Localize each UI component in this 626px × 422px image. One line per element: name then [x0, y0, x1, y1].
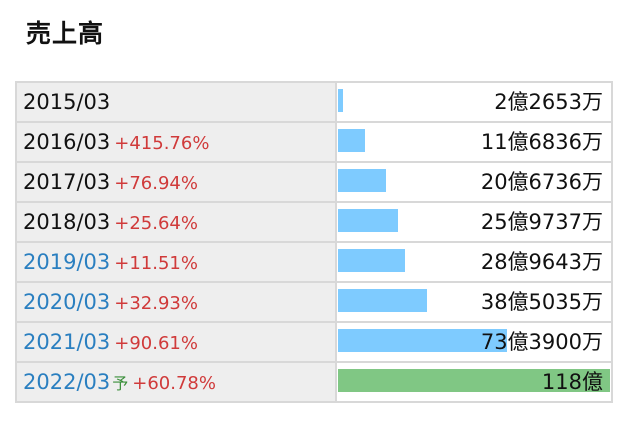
- table-row: 2022/03 予 +60.78% 118億: [15, 361, 613, 403]
- sales-value-cell: 25億9737万: [335, 201, 613, 243]
- table-row: 2017/03 +76.94% 20億6736万: [15, 161, 613, 203]
- sales-amount: 2億2653万: [494, 90, 603, 114]
- sales-value-cell: 11億6836万: [335, 121, 613, 163]
- sales-bar: [338, 289, 427, 312]
- sales-value-cell: 38億5035万: [335, 281, 613, 323]
- sales-value-cell: 2億2653万: [335, 81, 613, 123]
- table-row: 2021/03 +90.61% 73億3900万: [15, 321, 613, 363]
- sales-amount: 73億3900万: [480, 330, 603, 354]
- sales-value-cell: 20億6736万: [335, 161, 613, 203]
- fiscal-year-cell: 2022/03 予 +60.78%: [15, 361, 337, 403]
- table-row: 2019/03 +11.51% 28億9643万: [15, 241, 613, 283]
- fiscal-year-cell: 2021/03 +90.61%: [15, 321, 337, 363]
- yoy-growth: +90.61%: [114, 333, 198, 354]
- sales-value-cell: 73億3900万: [335, 321, 613, 363]
- page-title: 売上高: [26, 19, 105, 48]
- yoy-growth: +76.94%: [114, 173, 198, 194]
- table-row: 2020/03 +32.93% 38億5035万: [15, 281, 613, 323]
- fiscal-year-label: 2016/03: [23, 130, 111, 154]
- sales-table: 2015/03 2億2653万 2016/03 +415.76% 11億6836万 201…: [15, 81, 613, 403]
- yoy-growth: +11.51%: [114, 253, 198, 274]
- sales-bar: [338, 89, 343, 112]
- fiscal-year-cell: 2017/03 +76.94%: [15, 161, 337, 203]
- fiscal-year-link[interactable]: 2019/03: [23, 250, 111, 274]
- sales-amount: 20億6736万: [480, 170, 603, 194]
- sales-bar: [338, 129, 365, 152]
- fiscal-year-link[interactable]: 2021/03: [23, 330, 111, 354]
- sales-bar: [338, 329, 507, 352]
- sales-value-cell: 118億: [335, 361, 613, 403]
- fiscal-year-cell: 2015/03: [15, 81, 337, 123]
- sales-amount: 118億: [541, 370, 603, 394]
- sales-amount: 38億5035万: [480, 290, 603, 314]
- sales-bar-estimate: [338, 369, 610, 392]
- table-row: 2015/03 2億2653万: [15, 81, 613, 123]
- table-row: 2018/03 +25.64% 25億9737万: [15, 201, 613, 243]
- sales-amount: 11億6836万: [480, 130, 603, 154]
- fiscal-year-cell: 2019/03 +11.51%: [15, 241, 337, 283]
- fiscal-year-label: 2015/03: [23, 90, 111, 114]
- fiscal-year-link[interactable]: 2020/03: [23, 290, 111, 314]
- yoy-growth: +415.76%: [114, 133, 210, 154]
- sales-value-cell: 28億9643万: [335, 241, 613, 283]
- estimate-mark: 予: [112, 374, 129, 393]
- fiscal-year-link[interactable]: 2022/03: [23, 370, 111, 394]
- fiscal-year-label: 2017/03: [23, 170, 111, 194]
- sales-amount: 28億9643万: [480, 250, 603, 274]
- yoy-growth: +32.93%: [114, 293, 198, 314]
- fiscal-year-cell: 2016/03 +415.76%: [15, 121, 337, 163]
- fiscal-year-cell: 2018/03 +25.64%: [15, 201, 337, 243]
- yoy-growth: +25.64%: [114, 213, 198, 234]
- fiscal-year-label: 2018/03: [23, 210, 111, 234]
- table-row: 2016/03 +415.76% 11億6836万: [15, 121, 613, 163]
- sales-amount: 25億9737万: [480, 210, 603, 234]
- sales-bar: [338, 209, 398, 232]
- yoy-growth: +60.78%: [132, 373, 216, 394]
- fiscal-year-cell: 2020/03 +32.93%: [15, 281, 337, 323]
- sales-bar: [338, 249, 405, 272]
- sales-bar: [338, 169, 386, 192]
